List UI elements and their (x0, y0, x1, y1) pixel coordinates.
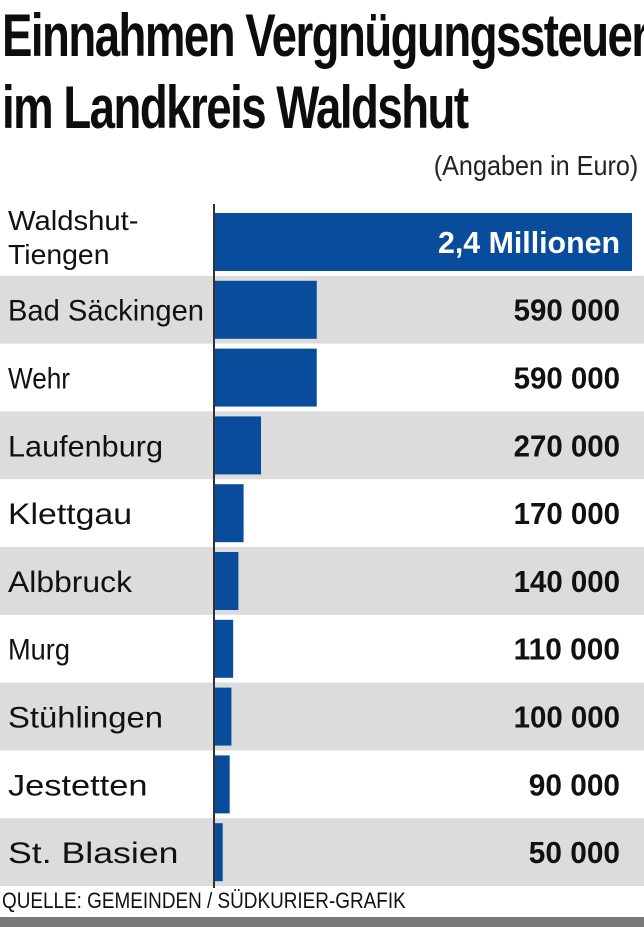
row-stripe (0, 818, 644, 886)
category-label: Wehr (8, 363, 70, 396)
value-label: 590 000 (514, 293, 620, 328)
value-label: 50 000 (529, 835, 620, 870)
bar-4 (214, 416, 262, 475)
category-label: Stühlingen (8, 702, 163, 735)
title-line-2: im Landkreis Waldshut (2, 74, 469, 141)
category-label: Albbruck (8, 566, 133, 599)
chart-title: Einnahmen Vergnügungssteuer im Landkreis… (2, 0, 644, 144)
category-label: Tiengen (8, 239, 110, 270)
category-label: Jestetten (8, 769, 148, 802)
category-label: Murg (8, 634, 70, 667)
bar-6 (214, 552, 239, 610)
bar-9 (214, 755, 230, 814)
bar-8 (214, 687, 232, 746)
bar-2 (214, 280, 317, 339)
category-label: St. Blasien (8, 837, 179, 870)
unit-note: (Angaben in Euro) (433, 150, 638, 181)
row-stripe (0, 411, 644, 480)
bar-5 (214, 484, 244, 543)
row-stripe (0, 275, 644, 344)
category-label: Klettgau (8, 498, 132, 531)
value-label: 2,4 Millionen (438, 225, 620, 260)
category-label: Waldshut- (8, 205, 139, 236)
title-line-1: Einnahmen Vergnügungssteuer (2, 2, 644, 69)
category-label: Laufenburg (8, 430, 163, 463)
value-label: 590 000 (514, 361, 620, 396)
row-stripe (0, 547, 644, 615)
value-label: 170 000 (514, 496, 620, 531)
bottom-rule (0, 917, 644, 927)
value-label: 110 000 (514, 632, 620, 667)
bar-10 (214, 823, 223, 882)
row-stripe (0, 682, 644, 751)
value-label: 140 000 (514, 564, 620, 599)
bar-3 (214, 348, 317, 407)
category-label: Bad Säckingen (8, 295, 204, 328)
value-label: 100 000 (514, 700, 620, 735)
value-label: 270 000 (514, 428, 620, 463)
value-label: 90 000 (529, 767, 620, 802)
bar-7 (214, 619, 234, 678)
bar-1 (214, 213, 632, 271)
source-credit: QUELLE: GEMEINDEN / SÜDKURIER-GRAFIK (2, 888, 406, 913)
